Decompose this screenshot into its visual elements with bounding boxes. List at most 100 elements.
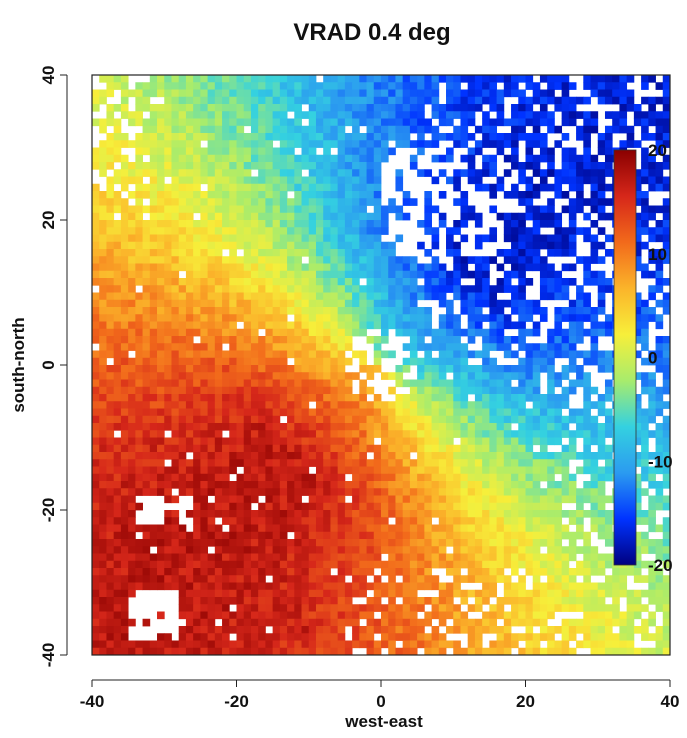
heatmap-cell	[287, 589, 295, 598]
heatmap-cell	[142, 133, 151, 141]
heatmap-cell	[315, 227, 324, 235]
heatmap-cell	[359, 560, 367, 569]
heatmap-cell	[128, 423, 136, 431]
heatmap-cell	[214, 444, 223, 453]
heatmap-cell	[438, 466, 447, 475]
heatmap-cell	[417, 263, 425, 272]
heatmap-cell	[388, 147, 396, 156]
heatmap-cell	[272, 82, 281, 90]
heatmap-cell	[388, 560, 396, 569]
heatmap-cell	[648, 546, 656, 554]
heatmap-cell	[344, 82, 353, 90]
heatmap-cell	[92, 198, 100, 206]
heatmap-cell	[323, 220, 331, 228]
heatmap-cell	[561, 560, 570, 569]
heatmap-cell	[511, 582, 519, 591]
heatmap-cell	[149, 394, 158, 402]
heatmap-cell	[453, 531, 461, 540]
heatmap-cell	[113, 365, 122, 373]
heatmap-cell	[381, 89, 389, 98]
heatmap-cell	[482, 140, 490, 148]
heatmap-cell	[576, 314, 584, 322]
heatmap-cell	[359, 473, 367, 482]
heatmap-cell	[344, 582, 353, 591]
heatmap-cell	[142, 285, 151, 293]
heatmap-cell	[113, 314, 122, 322]
heatmap-cell	[99, 408, 107, 417]
heatmap-cell	[648, 582, 656, 591]
heatmap-cell	[164, 256, 172, 264]
heatmap-cell	[344, 176, 353, 185]
heatmap-cell	[503, 539, 512, 547]
heatmap-cell	[344, 198, 353, 206]
heatmap-cell	[149, 299, 158, 308]
heatmap-cell	[633, 546, 642, 554]
heatmap-cell	[576, 502, 584, 511]
heatmap-cell	[511, 241, 519, 250]
heatmap-cell	[662, 466, 671, 475]
heatmap-cell	[547, 343, 555, 351]
heatmap-cell	[171, 350, 180, 359]
heatmap-cell	[294, 140, 302, 148]
heatmap-cell	[402, 328, 411, 337]
heatmap-cell	[106, 372, 115, 380]
heatmap-cell	[185, 285, 194, 293]
heatmap-cell	[648, 510, 656, 518]
heatmap-cell	[424, 125, 432, 134]
heatmap-cell	[135, 553, 143, 562]
heatmap-cell	[99, 597, 107, 605]
heatmap-cell	[373, 336, 382, 344]
heatmap-cell	[641, 343, 649, 351]
heatmap-cell	[113, 495, 122, 504]
heatmap-cell	[294, 553, 302, 562]
heatmap-cell	[265, 133, 274, 141]
heatmap-cell	[142, 256, 151, 264]
heatmap-cell	[229, 162, 237, 170]
heatmap-cell	[453, 169, 461, 177]
heatmap-cell	[149, 553, 158, 562]
heatmap-cell	[648, 169, 656, 177]
heatmap-cell	[279, 220, 288, 228]
heatmap-cell	[496, 408, 505, 417]
heatmap-cell	[308, 162, 317, 170]
heatmap-cell	[265, 198, 274, 206]
heatmap-cell	[200, 582, 209, 591]
heatmap-cell	[92, 162, 100, 170]
heatmap-cell	[590, 524, 599, 533]
heatmap-cell	[532, 568, 541, 576]
heatmap-cell	[503, 589, 512, 598]
heatmap-cell	[243, 307, 252, 315]
heatmap-cell	[128, 292, 136, 301]
heatmap-cell	[149, 198, 158, 206]
heatmap-cell	[583, 459, 591, 467]
heatmap-cell	[388, 96, 396, 105]
heatmap-cell	[576, 531, 584, 540]
heatmap-cell	[453, 241, 461, 250]
heatmap-cell	[222, 328, 230, 337]
heatmap-cell	[250, 582, 259, 591]
heatmap-cell	[648, 568, 656, 576]
heatmap-cell	[157, 249, 165, 257]
heatmap-cell	[337, 82, 346, 90]
heatmap-cell	[597, 553, 606, 562]
heatmap-cell	[279, 75, 288, 83]
heatmap-cell	[236, 437, 245, 446]
heatmap-cell	[193, 488, 201, 496]
heatmap-cell	[207, 104, 216, 112]
heatmap-cell	[352, 125, 360, 134]
heatmap-cell	[193, 256, 201, 264]
heatmap-cell	[308, 198, 317, 206]
heatmap-cell	[539, 524, 548, 533]
heatmap-cell	[474, 423, 483, 431]
heatmap-cell	[482, 415, 490, 424]
heatmap-cell	[554, 510, 563, 518]
heatmap-cell	[315, 234, 324, 243]
heatmap-cell	[633, 517, 642, 525]
heatmap-cell	[359, 495, 367, 504]
heatmap-cell	[561, 314, 570, 322]
heatmap-cell	[359, 408, 367, 417]
heatmap-cell	[200, 357, 209, 366]
heatmap-cell	[142, 307, 151, 315]
heatmap-cell	[431, 481, 440, 489]
heatmap-cell	[352, 539, 360, 547]
